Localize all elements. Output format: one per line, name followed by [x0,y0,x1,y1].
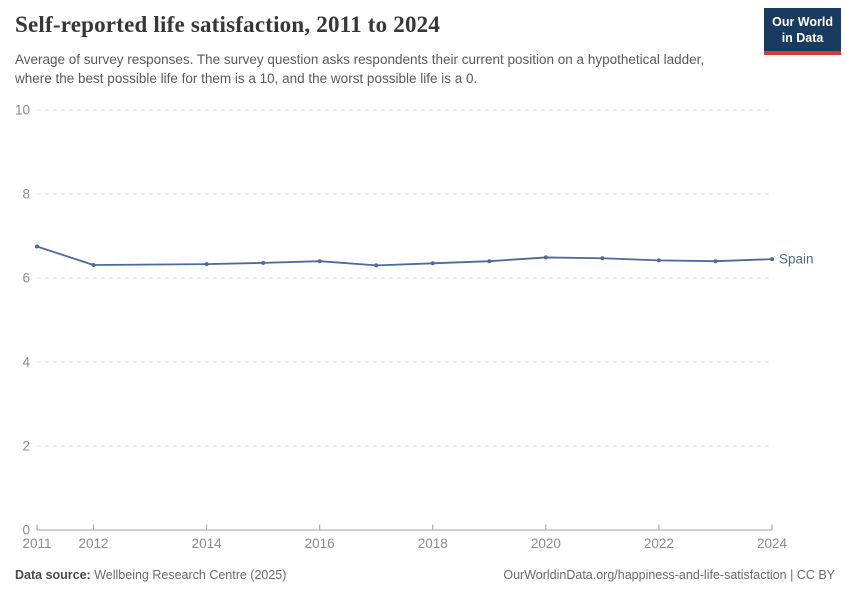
owid-logo-line1: Our World [772,15,833,29]
data-point[interactable] [374,263,379,268]
x-tick-label: 2012 [79,536,109,551]
y-tick-label: 6 [22,271,30,286]
data-source-value: Wellbeing Research Centre (2025) [90,568,287,582]
page-subtitle: Average of survey responses. The survey … [15,52,705,87]
data-point[interactable] [543,255,548,260]
data-source-label: Data source: [15,568,91,582]
data-point[interactable] [261,260,266,265]
x-tick-label: 2011 [22,536,51,551]
data-point[interactable] [430,261,435,266]
data-point[interactable] [317,259,322,264]
x-tick-label: 2018 [418,536,448,551]
chart-footer: Data source: Wellbeing Research Centre (… [15,568,835,582]
y-tick-label: 10 [15,103,30,118]
y-tick-label: 4 [22,355,30,370]
x-tick-label: 2022 [644,536,674,551]
page-title: Self-reported life satisfaction, 2011 to… [15,12,441,37]
data-point[interactable] [770,257,774,262]
x-tick-label: 2020 [531,536,561,551]
y-tick-label: 8 [22,187,30,202]
data-point[interactable] [91,262,96,267]
data-point[interactable] [487,259,492,264]
owid-logo-line2: in Data [781,31,824,46]
data-point[interactable] [204,262,209,267]
owid-logo: Our World in Data [764,8,841,55]
series-end-label[interactable]: Spain [779,252,814,267]
y-tick-label: 2 [22,439,30,454]
x-tick-label: 2024 [757,536,788,551]
data-source: Data source: Wellbeing Research Centre (… [15,568,286,582]
credit-link[interactable]: OurWorldinData.org/happiness-and-life-sa… [503,568,835,582]
data-point[interactable] [656,258,661,263]
x-tick-label: 2016 [305,536,335,551]
x-tick-label: 2014 [192,536,223,551]
data-point[interactable] [35,244,39,249]
data-point[interactable] [713,259,718,264]
y-tick-label: 0 [22,523,30,538]
series-line[interactable] [36,245,773,267]
data-point[interactable] [600,256,605,261]
